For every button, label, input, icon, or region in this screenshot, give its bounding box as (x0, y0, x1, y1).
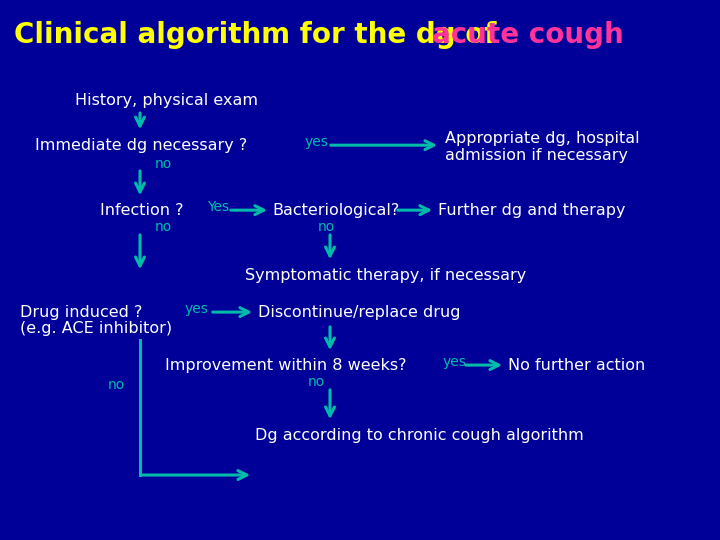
Text: History, physical exam: History, physical exam (75, 93, 258, 107)
Text: Discontinue/replace drug: Discontinue/replace drug (258, 305, 461, 320)
Text: (e.g. ACE inhibitor): (e.g. ACE inhibitor) (20, 321, 172, 335)
Text: no: no (155, 157, 172, 171)
Text: Further dg and therapy: Further dg and therapy (438, 202, 626, 218)
Text: Infection ?: Infection ? (100, 202, 184, 218)
Text: Clinical algorithm for the dg of: Clinical algorithm for the dg of (14, 21, 507, 49)
Text: Symptomatic therapy, if necessary: Symptomatic therapy, if necessary (245, 268, 526, 282)
Text: No further action: No further action (508, 357, 645, 373)
Text: yes: yes (185, 302, 209, 316)
Text: no: no (318, 220, 336, 234)
Text: no: no (155, 220, 172, 234)
Text: no: no (308, 375, 325, 389)
Text: Improvement within 8 weeks?: Improvement within 8 weeks? (165, 357, 407, 373)
Text: Yes: Yes (207, 200, 229, 214)
Text: Bacteriological?: Bacteriological? (272, 202, 400, 218)
Text: Appropriate dg, hospital: Appropriate dg, hospital (445, 131, 639, 146)
Text: Immediate dg necessary ?: Immediate dg necessary ? (35, 138, 247, 153)
Text: acute cough: acute cough (432, 21, 624, 49)
Text: yes: yes (443, 355, 467, 369)
Text: admission if necessary: admission if necessary (445, 147, 628, 163)
Text: no: no (108, 378, 125, 392)
Text: Drug induced ?: Drug induced ? (20, 305, 143, 320)
Text: Dg according to chronic cough algorithm: Dg according to chronic cough algorithm (255, 428, 584, 443)
Text: yes: yes (305, 135, 329, 149)
